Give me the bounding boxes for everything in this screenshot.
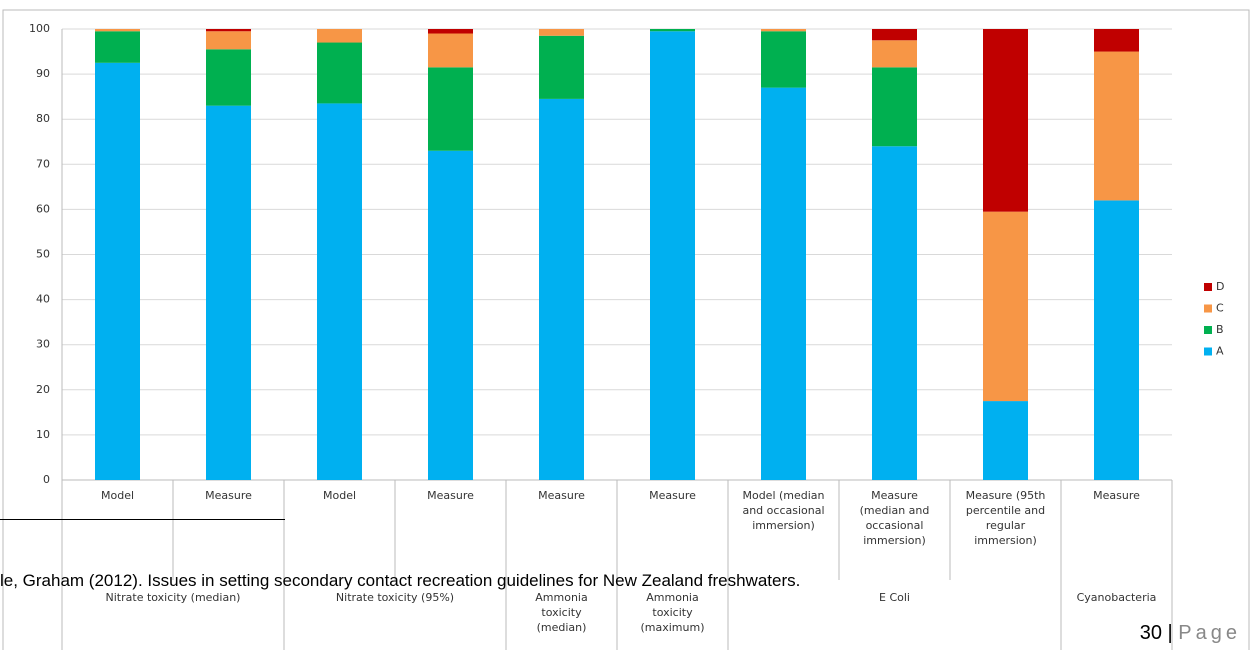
y-tick-label: 50	[36, 248, 50, 261]
x-tick-label: Model	[322, 489, 357, 502]
bar-segment	[761, 31, 806, 88]
page-num: 30	[1139, 622, 1162, 644]
bar-segment	[317, 103, 362, 480]
y-tick-label: 80	[36, 112, 50, 125]
x-tick-label: Model (median and occasional immersion)	[742, 489, 825, 532]
y-tick-label: 40	[36, 293, 50, 306]
page-sep: |	[1167, 622, 1173, 644]
footnote: le, Graham (2012). Issues in setting sec…	[0, 571, 801, 590]
bar-segment	[539, 35, 584, 99]
page-word: Page	[1178, 622, 1241, 644]
y-tick-label: 90	[36, 67, 50, 80]
bar-segment	[872, 29, 917, 41]
y-tick-label: 10	[36, 428, 50, 441]
bar-segment	[1094, 29, 1139, 52]
bar-segment	[428, 150, 473, 480]
bar-segment	[206, 49, 251, 106]
x-tick-label: Measure (95th percentile and regular imm…	[965, 489, 1046, 547]
bar-segment	[95, 62, 140, 480]
bar-segment	[95, 29, 140, 32]
x-tick-label: Measure	[1093, 489, 1140, 502]
bar-segment	[983, 401, 1028, 480]
x-tick-label: Model	[100, 489, 135, 502]
bar-segment	[761, 87, 806, 480]
x-tick-label: Measure	[538, 489, 585, 502]
y-tick-label: 60	[36, 202, 50, 215]
legend-swatch	[1204, 283, 1212, 291]
bar-segment	[1094, 51, 1139, 201]
x-tick-label: Measure	[649, 489, 696, 502]
bar-segment	[317, 29, 362, 43]
legend-label: C	[1216, 302, 1224, 315]
legend-label: A	[1216, 345, 1224, 358]
bar-segment	[539, 29, 584, 36]
bar-segment	[983, 211, 1028, 402]
x-tick-label: Measure (median and occasional immersion…	[859, 489, 930, 547]
group-label: Ammonia toxicity (maximum)	[640, 591, 705, 634]
group-label: E Coli	[879, 591, 910, 604]
bar-segment	[428, 67, 473, 151]
legend-label: D	[1216, 280, 1224, 293]
x-tick-label: Measure	[205, 489, 252, 502]
bar-segment	[428, 33, 473, 68]
legend-label: B	[1216, 323, 1224, 336]
bar-segment	[983, 29, 1028, 212]
group-label: Nitrate toxicity (median)	[105, 591, 241, 604]
bar-segment	[872, 146, 917, 480]
chart-frame	[2, 9, 1250, 650]
legend-swatch	[1204, 304, 1212, 313]
y-tick-label: 20	[36, 383, 50, 396]
bar-segment	[317, 42, 362, 104]
bar-segment	[650, 29, 695, 32]
y-tick-label: 70	[36, 157, 50, 170]
group-label: Cyanobacteria	[1076, 591, 1157, 604]
bar-segment	[206, 31, 251, 50]
bar-segment	[428, 29, 473, 34]
bar-segment	[1094, 200, 1139, 480]
bar-segment	[206, 105, 251, 481]
y-tick-label: 0	[43, 473, 50, 486]
y-tick-label: 100	[29, 22, 50, 35]
footnote-rule	[0, 519, 285, 520]
legend-swatch	[1204, 326, 1212, 334]
bar-segment	[872, 67, 917, 147]
bar-segment	[206, 29, 251, 32]
x-tick-label: Measure	[427, 489, 474, 502]
bar-segment	[872, 40, 917, 68]
y-tick-label: 30	[36, 338, 50, 351]
bar-segment	[761, 29, 806, 32]
bar-segment	[650, 31, 695, 480]
group-label: Nitrate toxicity (95%)	[335, 591, 455, 604]
bar-segment	[95, 31, 140, 63]
bar-segment	[539, 98, 584, 480]
group-label: Ammonia toxicity (median)	[535, 591, 588, 634]
page-number: 30 | Page	[1140, 622, 1241, 645]
legend-swatch	[1204, 347, 1212, 356]
